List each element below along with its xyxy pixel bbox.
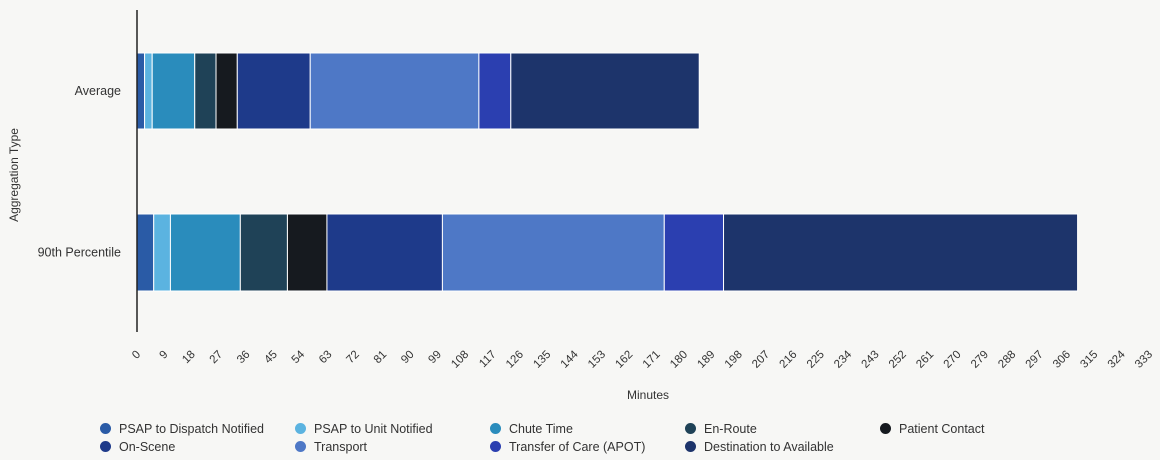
bar-segment[interactable] — [239, 213, 288, 292]
x-tick-label: 45 — [262, 349, 280, 367]
legend-label: PSAP to Unit Notified — [314, 421, 433, 436]
bar-segment[interactable] — [286, 213, 328, 292]
x-tick-label: 9 — [157, 349, 170, 362]
bar-segment[interactable] — [194, 52, 217, 130]
legend-swatch — [685, 441, 696, 452]
x-tick-label: 297 — [1024, 349, 1046, 371]
x-tick-label: 180 — [668, 349, 690, 371]
legend-item[interactable]: En-Route — [685, 421, 880, 436]
x-tick-label: 171 — [641, 349, 663, 371]
x-tick-label: 117 — [477, 349, 498, 370]
bar-segment[interactable] — [441, 213, 665, 292]
x-tick-label: 144 — [559, 348, 581, 370]
legend-item[interactable]: Destination to Available — [685, 439, 880, 454]
bar-segment[interactable] — [215, 52, 238, 130]
x-tick-label: 99 — [426, 349, 444, 367]
bar-segment[interactable] — [309, 52, 480, 130]
legend-label: On-Scene — [119, 439, 176, 454]
x-tick-label: 306 — [1051, 349, 1073, 371]
x-tick-label: 198 — [723, 349, 745, 371]
bar-segment[interactable] — [478, 52, 512, 130]
legend-swatch — [490, 423, 501, 434]
legend-swatch — [295, 423, 306, 434]
stacked-bar-chart: Average 90th Percentile 0 9 18 27 36 45 54 63 72 8… — [7, 10, 1155, 402]
legend-label: Destination to Available — [704, 439, 834, 454]
x-tick-label: 234 — [832, 348, 854, 370]
x-tick-label: 27 — [208, 349, 226, 367]
x-tick-label: 54 — [290, 348, 308, 366]
bar-segment[interactable] — [663, 213, 725, 292]
x-tick-label: 225 — [805, 349, 827, 371]
bar-segment[interactable] — [236, 52, 311, 130]
x-tick-label: 189 — [695, 349, 717, 371]
x-tick-label: 279 — [969, 349, 991, 371]
bar-segment[interactable] — [151, 52, 196, 130]
bars-group — [136, 52, 1079, 292]
bar-segment[interactable] — [144, 52, 153, 130]
x-tick-label: 333 — [1133, 349, 1155, 371]
legend-item[interactable]: Transport — [295, 439, 490, 454]
bar-segment[interactable] — [723, 213, 1079, 292]
bar-segment[interactable] — [136, 213, 155, 292]
legend: PSAP to Dispatch Notified PSAP to Unit No… — [100, 421, 1100, 454]
x-tick-label: 216 — [778, 349, 800, 371]
x-tick-label: 81 — [372, 349, 390, 367]
legend-swatch — [295, 441, 306, 452]
legend-swatch — [100, 423, 111, 434]
x-tick-label: 207 — [750, 349, 772, 371]
legend-swatch — [685, 423, 696, 434]
legend-swatch — [100, 441, 111, 452]
bar-segment[interactable] — [510, 52, 700, 130]
x-tick-label: 63 — [317, 349, 335, 367]
legend-item[interactable]: On-Scene — [100, 439, 295, 454]
category-labels: Average 90th Percentile — [38, 84, 121, 260]
x-tick-label: 288 — [996, 349, 1018, 371]
legend-item[interactable]: Transfer of Care (APOT) — [490, 439, 685, 454]
legend-item[interactable]: PSAP to Dispatch Notified — [100, 421, 295, 436]
legend-label: PSAP to Dispatch Notified — [119, 421, 264, 436]
x-tick-label: 36 — [235, 349, 253, 367]
legend-item[interactable]: Patient Contact — [880, 421, 1075, 436]
x-tick-label: 153 — [586, 349, 608, 371]
x-tick-label: 243 — [860, 349, 882, 371]
x-tick-label: 18 — [180, 349, 198, 367]
x-tick-label: 126 — [504, 349, 526, 371]
legend-label: Transfer of Care (APOT) — [509, 439, 646, 454]
bar-segment[interactable] — [169, 213, 241, 292]
legend-swatch — [490, 441, 501, 452]
x-tick-label: 108 — [449, 349, 471, 371]
x-tick-label: 315 — [1078, 349, 1100, 371]
x-tick-label: 0 — [130, 349, 143, 362]
legend-label: Chute Time — [509, 421, 573, 436]
legend-label: En-Route — [704, 421, 757, 436]
x-tick-label: 270 — [942, 349, 964, 371]
x-tick-label: 324 — [1106, 348, 1128, 370]
legend-item[interactable]: PSAP to Unit Notified — [295, 421, 490, 436]
x-tick-label: 252 — [887, 349, 909, 371]
bar-segment[interactable] — [136, 52, 146, 130]
x-tick-label: 90 — [399, 349, 417, 367]
legend-label: Transport — [314, 439, 368, 454]
bar-segment[interactable] — [326, 213, 443, 292]
x-tick-labels: 0 9 18 27 36 45 54 63 72 81 90 99 108 117 126 135 144 153… — [130, 348, 1155, 370]
category-label: Average — [75, 84, 121, 98]
legend-item[interactable]: Chute Time — [490, 421, 685, 436]
legend-label: Patient Contact — [899, 421, 985, 436]
x-tick-label: 261 — [914, 349, 936, 371]
x-tick-label: 162 — [613, 349, 635, 371]
bar-segment[interactable] — [153, 213, 171, 292]
x-axis-title: Minutes — [627, 388, 669, 402]
legend-swatch — [880, 423, 891, 434]
x-tick-label: 72 — [344, 349, 362, 367]
x-tick-label: 135 — [531, 349, 553, 371]
category-label: 90th Percentile — [38, 246, 121, 260]
y-axis-title: Aggregation Type — [7, 128, 21, 222]
